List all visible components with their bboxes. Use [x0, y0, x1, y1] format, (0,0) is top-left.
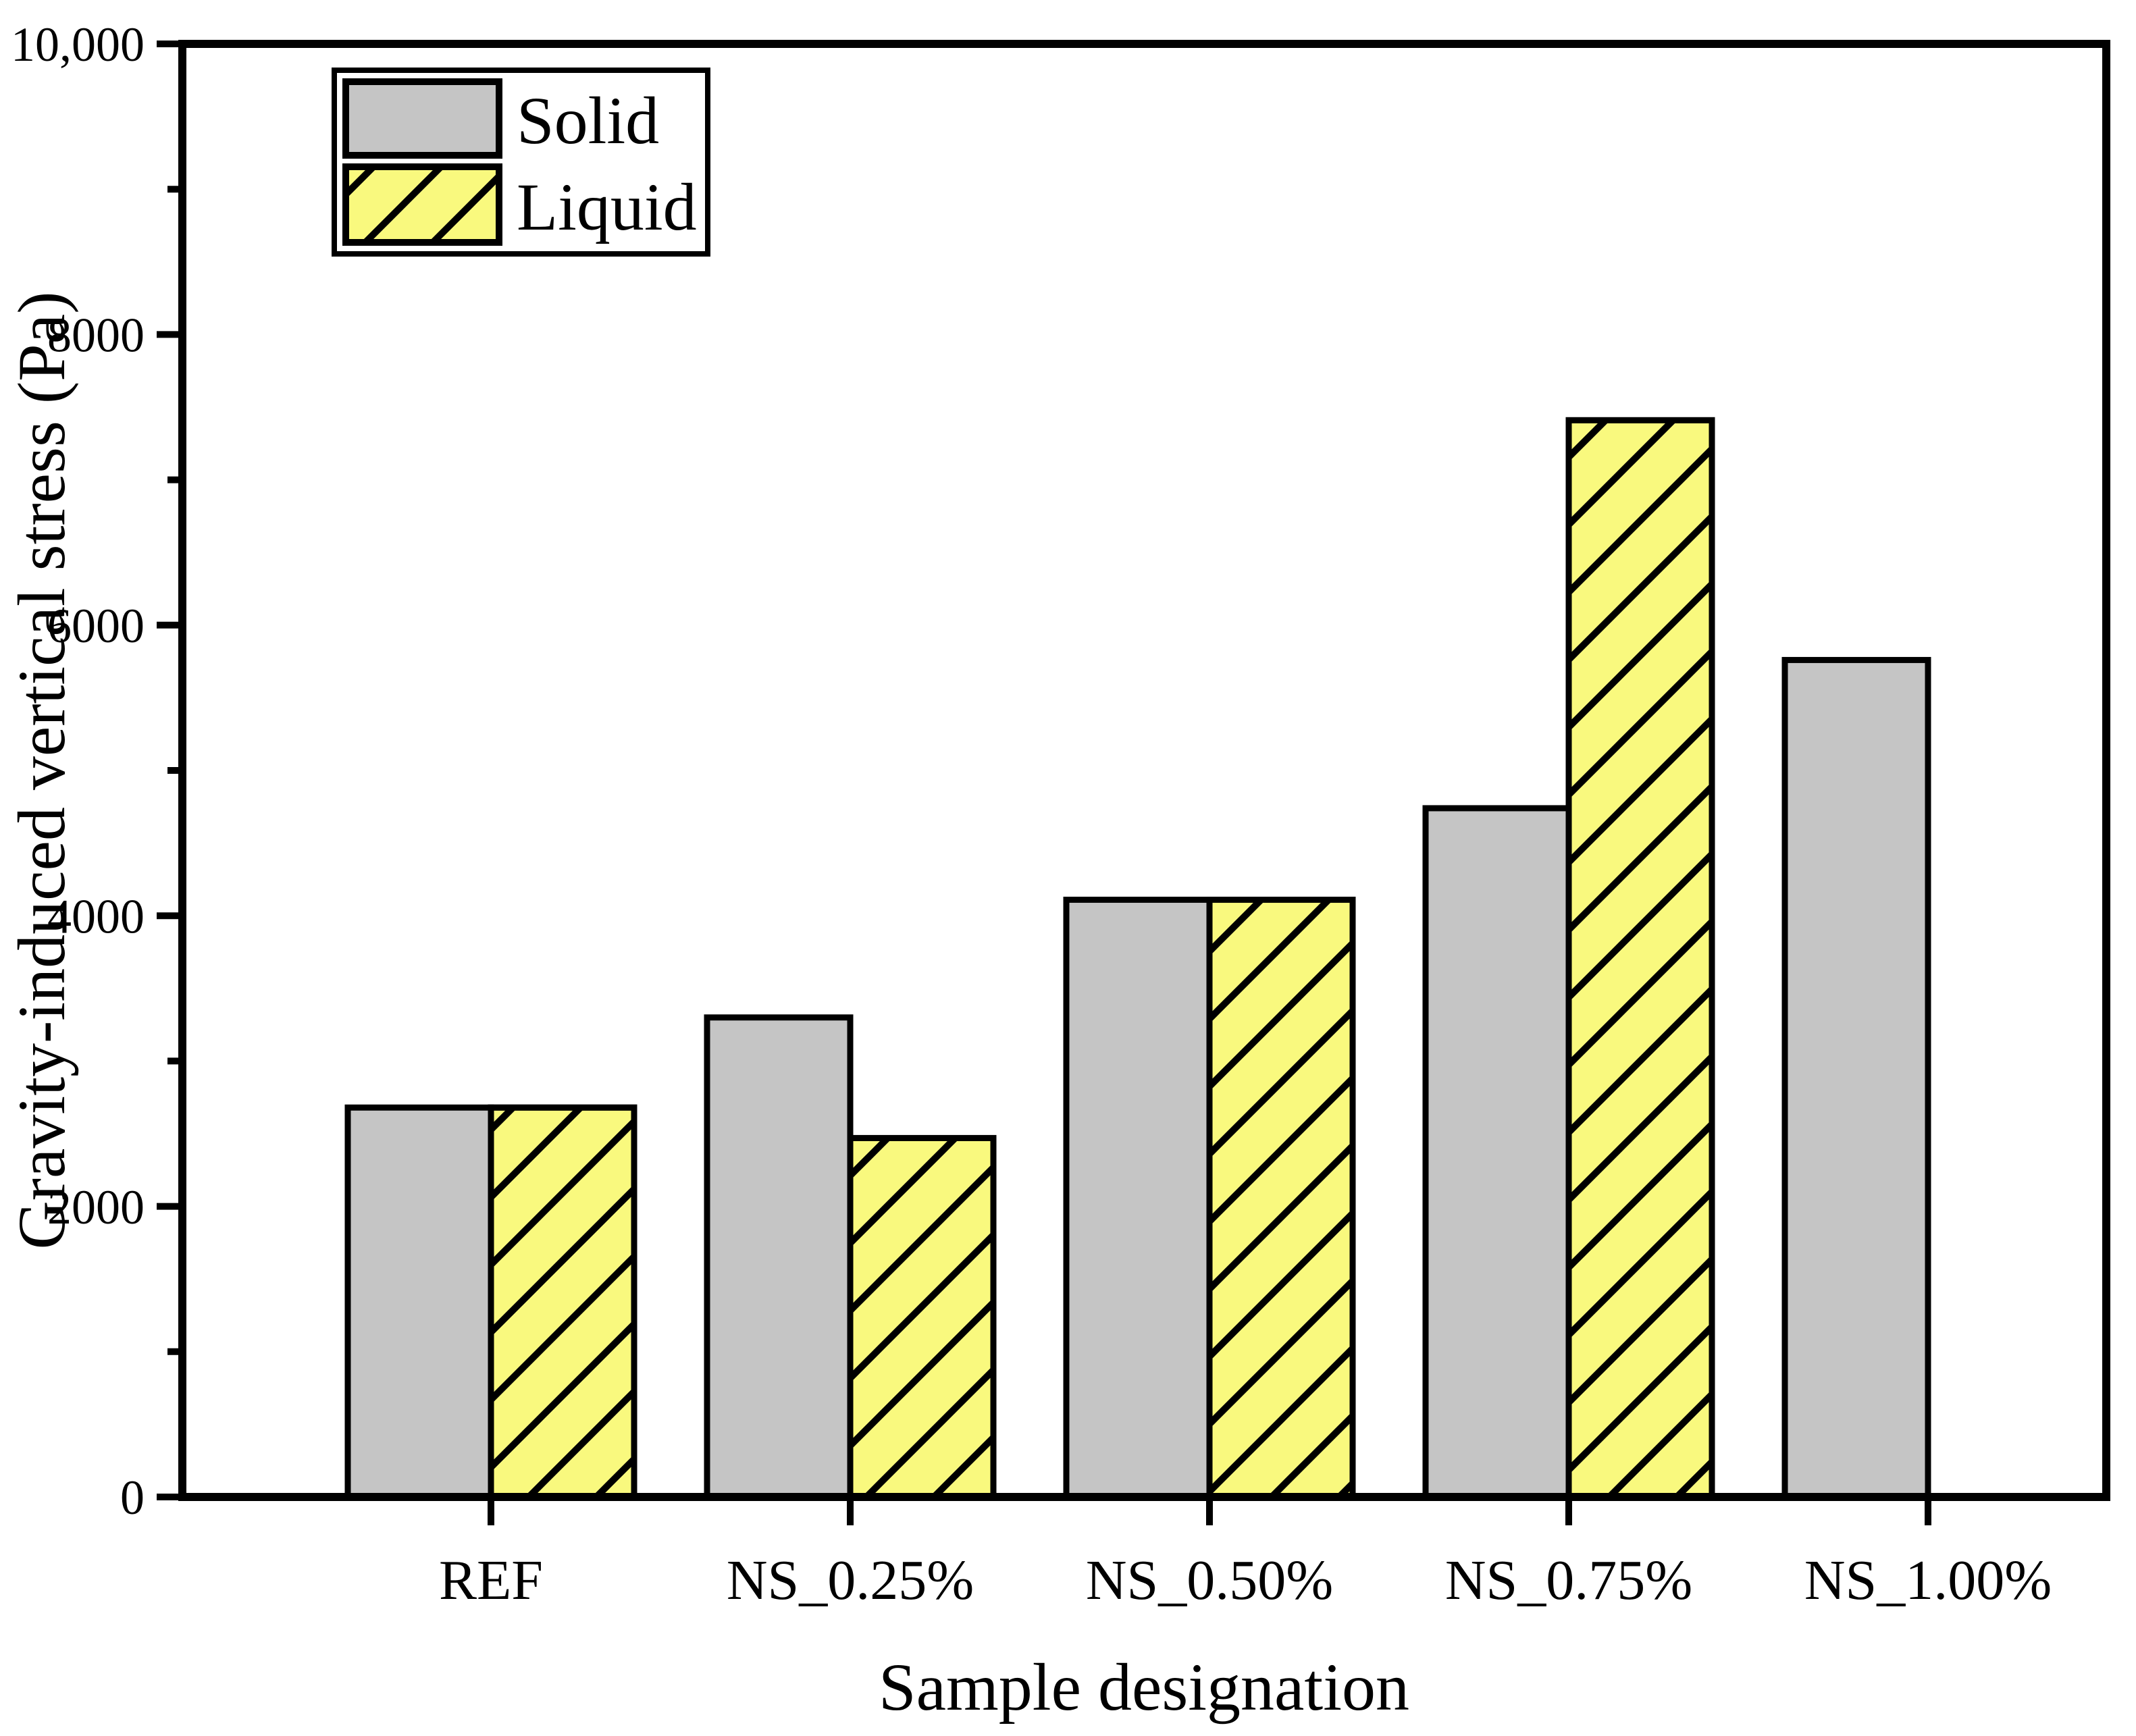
- bar-solid-NS_0.25%: [704, 1014, 854, 1500]
- legend: Solid Liquid: [332, 68, 710, 257]
- bars-group: [344, 417, 1931, 1500]
- y-tick-label: 8000: [47, 309, 145, 363]
- legend-swatch-liquid-hatch: [342, 163, 502, 246]
- x-category-label: NS_0.25%: [727, 1549, 974, 1612]
- x-category-label: REF: [439, 1549, 543, 1612]
- bar-hatch-liquid-NS_0.50%: [1206, 897, 1356, 1500]
- bar-solid-NS_0.50%: [1063, 897, 1213, 1500]
- x-category-label: NS_0.75%: [1445, 1549, 1692, 1612]
- bar-solid-NS_0.75%: [1422, 805, 1572, 1500]
- y-tick-label: 4000: [47, 889, 145, 943]
- x-category-label: NS_1.00%: [1804, 1549, 2052, 1612]
- y-axis-title: Gravity-induced vertical stress (Pa): [4, 292, 79, 1250]
- y-axis: 0 2000 4000 6000 8000 10,000: [11, 18, 182, 1525]
- y-tick-label: 0: [120, 1471, 145, 1525]
- bar-solid-REF: [344, 1104, 494, 1500]
- x-axis-title: Sample designation: [879, 1650, 1409, 1725]
- y-tick-label: 10,000: [11, 18, 145, 72]
- legend-label-liquid: Liquid: [517, 169, 697, 244]
- x-category-label: NS_0.50%: [1086, 1549, 1333, 1612]
- legend-label-solid: Solid: [517, 83, 659, 158]
- legend-swatch-solid: [342, 78, 502, 159]
- bar-hatch-liquid-NS_0.75%: [1565, 417, 1715, 1500]
- y-tick-label: 2000: [47, 1180, 145, 1234]
- bar-hatch-liquid-REF: [488, 1104, 637, 1500]
- x-axis: REF NS_0.25% NS_0.50% NS_0.75% NS_1.00%: [439, 1497, 2052, 1612]
- bar-hatch-liquid-NS_0.25%: [847, 1134, 997, 1500]
- bar-solid-NS_1.00%: [1781, 656, 1931, 1500]
- y-tick-label: 6000: [47, 599, 145, 653]
